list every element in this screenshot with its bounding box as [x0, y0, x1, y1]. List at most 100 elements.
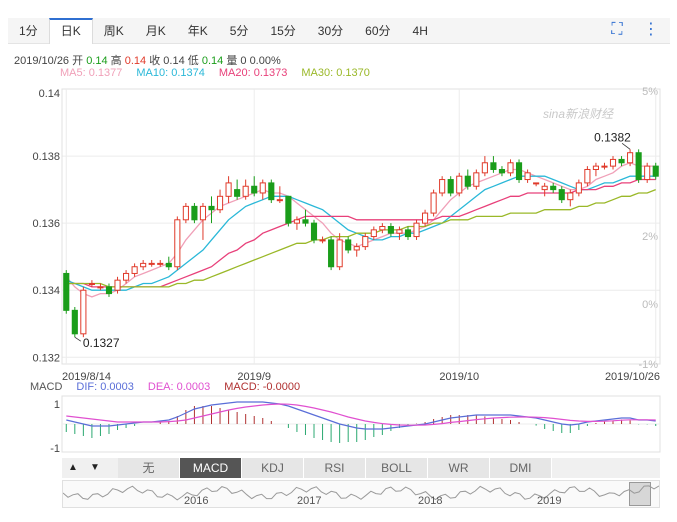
indicator-tab-2[interactable]: KDJ [242, 458, 304, 478]
indicator-bar: ▲ ▼ 无 MACD KDJ RSI BOLL WR DMI [62, 458, 660, 478]
candle-body [618, 158, 625, 164]
macd-dif-line [66, 401, 656, 430]
macd-legend-item-3: MACD: -0.0000 [224, 381, 301, 393]
candle-body [481, 162, 488, 174]
max-annotation: 0.1382 [594, 130, 631, 144]
more-icon[interactable]: ⋮ [643, 21, 659, 38]
candle-body [609, 158, 617, 167]
candle-body [242, 185, 249, 197]
indicator-tab-6[interactable]: DMI [490, 458, 552, 478]
y-tick-label: 0.138 [32, 151, 60, 163]
y-right-tick-label: 0% [642, 299, 658, 311]
range-navigator[interactable] [62, 480, 660, 508]
arrow-up-icon[interactable]: ▲ [68, 462, 78, 473]
candle-body [404, 229, 412, 238]
tab-9[interactable]: 4H [412, 23, 428, 38]
low-value: 0.14 [201, 55, 224, 67]
candle-body [396, 229, 403, 234]
tab-4[interactable]: 年K [187, 23, 208, 38]
ma-legend-item-3: MA30: 0.1370 [301, 67, 370, 79]
tab-3[interactable]: 月K [145, 23, 166, 38]
candle-body [558, 189, 565, 201]
candle-body [328, 239, 335, 268]
open-label: 开 [72, 55, 84, 67]
candle-body [584, 168, 591, 184]
high-label: 高 [110, 55, 122, 67]
candle-body [80, 289, 87, 335]
candle-body [293, 219, 300, 224]
volume-label: 量 [226, 55, 238, 67]
candle-body [199, 205, 207, 221]
candle-body [652, 165, 659, 177]
macd-legend: MACD DIF: 0.0003 DEA: 0.0003 MACD: -0.0000 [30, 381, 300, 393]
candle-body [635, 152, 642, 181]
close-value: 0.14 [163, 55, 185, 67]
navigator-sparkline [63, 485, 659, 501]
candle-body [627, 152, 634, 164]
candle-body [601, 165, 608, 168]
candle-body [498, 168, 506, 174]
candle-body [63, 272, 70, 311]
tab-7[interactable]: 30分 [317, 23, 344, 38]
x-tick-label: 2019/10 [439, 371, 479, 383]
candle-body [259, 182, 266, 194]
candle-body [524, 172, 531, 181]
macd-tick-label: 1 [54, 399, 60, 411]
indicator-tab-1[interactable]: MACD [180, 458, 242, 478]
y-right-tick-label: 2% [642, 231, 658, 243]
indicator-tab-3[interactable]: RSI [304, 458, 366, 478]
candle-body [234, 189, 241, 197]
candle-body [88, 283, 95, 286]
macd-tick-label: -1 [50, 443, 60, 455]
tab-6[interactable]: 15分 [270, 23, 296, 38]
y-tick-label: 0.134 [32, 285, 60, 297]
tab-8[interactable]: 60分 [365, 23, 391, 38]
plot-border [61, 88, 661, 365]
ma-line-ma20 [66, 178, 656, 288]
macd-legend-item-1: DIF: 0.0003 [76, 381, 134, 393]
arrow-down-icon[interactable]: ▼ [90, 462, 100, 473]
candle-body [592, 165, 599, 170]
candle-body [216, 195, 224, 211]
ma-legend: MA5: 0.1377 MA10: 0.1374 MA20: 0.1373 MA30:… [60, 67, 370, 79]
candle-body [251, 185, 258, 194]
spacer [106, 458, 118, 478]
candle-body [285, 195, 292, 224]
indicator-tab-5[interactable]: WR [428, 458, 490, 478]
candle-body [148, 262, 155, 265]
ma-legend-item-1: MA10: 0.1374 [136, 67, 205, 79]
indicator-tab-4[interactable]: BOLL [366, 458, 428, 478]
tab-2[interactable]: 周K [103, 23, 124, 38]
indicator-tab-0[interactable]: 无 [118, 458, 180, 478]
macd-legend-item-2: DEA: 0.0003 [147, 381, 211, 393]
nav-year-2017: 2017 [297, 495, 322, 507]
nav-year-2019: 2019 [537, 495, 562, 507]
candle-body [276, 199, 283, 202]
tab-1[interactable]: 日K [48, 17, 93, 44]
x-tick-label: 2019/10/26 [605, 371, 660, 383]
ohlc-info: 2019/10/26 开 0.14 高 0.14 收 0.14 低 0.14 量… [14, 52, 281, 68]
y-right-tick-label: -1% [638, 359, 658, 371]
candle-body [191, 205, 198, 221]
candle-body [174, 219, 181, 268]
nav-year-2018: 2018 [418, 495, 443, 507]
candle-body [225, 182, 232, 197]
y-tick-label: 0.136 [32, 218, 60, 230]
tab-5[interactable]: 5分 [229, 23, 249, 38]
y-tick-label: 0.132 [32, 352, 60, 364]
min-pointer [74, 336, 82, 342]
candle-body [157, 262, 164, 265]
tab-0[interactable]: 1分 [19, 23, 38, 38]
candle-body [567, 192, 574, 201]
candle-body [302, 219, 309, 224]
ma-line-ma10 [66, 175, 656, 291]
volume-value: 0 [240, 55, 247, 67]
fullscreen-icon[interactable]: ⛶ [611, 21, 623, 38]
candle-body [208, 205, 215, 211]
navigator-handle[interactable] [629, 482, 651, 506]
ma-line-ma5 [65, 162, 656, 298]
candle-body [644, 165, 651, 181]
candle-body [71, 309, 78, 335]
candle-body [362, 236, 369, 248]
